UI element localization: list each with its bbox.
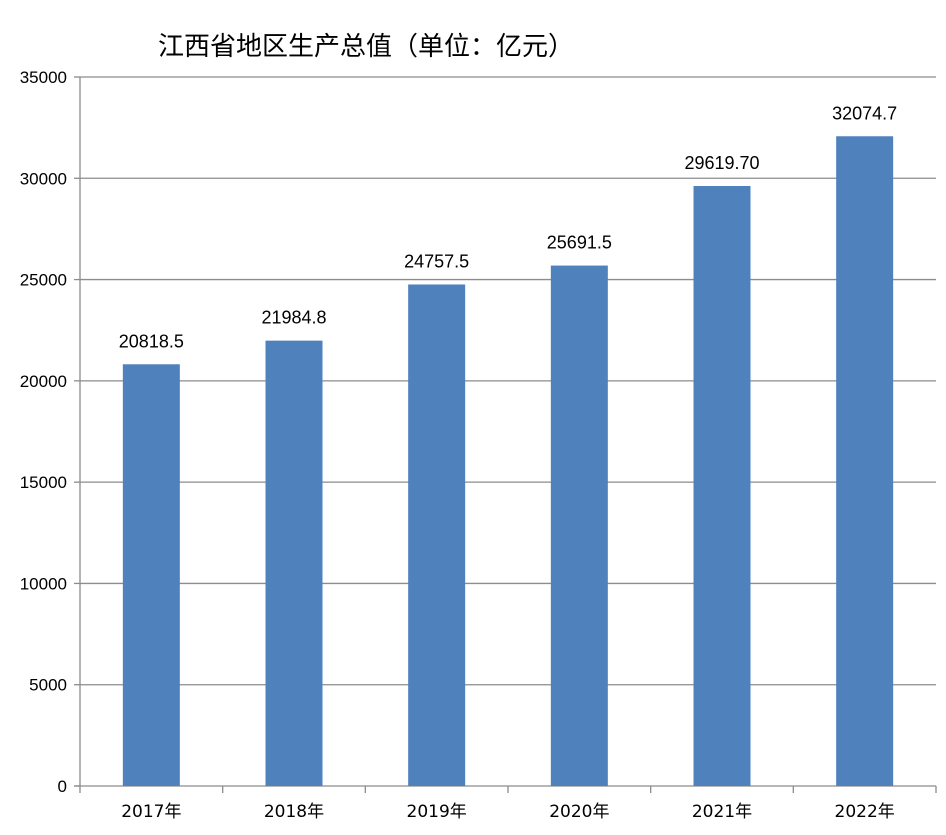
data-label: 29619.70 xyxy=(684,153,759,173)
y-axis-ticks: 0 5000 10000 15000 20000 25000 30000 35000 xyxy=(20,68,67,796)
y-tick-label: 20000 xyxy=(20,372,67,391)
y-tick-label: 30000 xyxy=(20,169,67,188)
y-tick-label: 5000 xyxy=(29,676,67,695)
y-tick-label: 10000 xyxy=(20,574,67,593)
bar xyxy=(408,284,466,786)
data-label: 20818.5 xyxy=(119,331,184,351)
bar xyxy=(265,340,323,786)
bar xyxy=(122,364,180,786)
data-label: 21984.8 xyxy=(261,308,326,328)
x-tick-label: 2017年 xyxy=(121,802,181,822)
bars xyxy=(122,136,894,787)
axes xyxy=(74,76,937,793)
x-tick-label: 2022年 xyxy=(835,802,895,822)
chart-title: 江西省地区生产总值（单位：亿元） xyxy=(158,32,574,62)
x-tick-label: 2021年 xyxy=(692,802,752,822)
data-labels: 20818.5 21984.8 24757.5 25691.5 29619.70 3207… xyxy=(119,103,897,351)
y-tick-label: 25000 xyxy=(20,271,67,290)
gridlines xyxy=(80,76,936,686)
y-tick-label: 35000 xyxy=(20,68,67,87)
data-label: 24757.5 xyxy=(404,251,469,271)
x-tick-label: 2019年 xyxy=(407,802,467,822)
bar xyxy=(550,265,608,787)
y-tick-label: 15000 xyxy=(20,473,67,492)
x-tick-label: 2018年 xyxy=(264,802,324,822)
data-label: 25691.5 xyxy=(547,233,612,253)
data-label: 32074.7 xyxy=(832,103,897,123)
x-tick-label: 2020年 xyxy=(549,802,609,822)
x-axis-ticks: 2017年 2018年 2019年 2020年 2021年 2022年 xyxy=(121,802,895,822)
bar xyxy=(693,185,751,786)
y-tick-label: 0 xyxy=(58,777,67,796)
bar xyxy=(836,136,894,786)
